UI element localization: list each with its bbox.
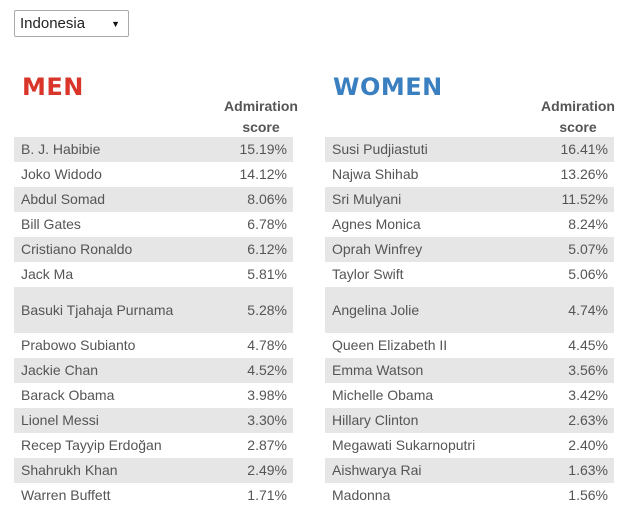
table-row: Emma Watson 3.56% xyxy=(325,358,614,383)
person-name: Angelina Jolie xyxy=(325,287,541,333)
table-row: Agnes Monica 8.24% xyxy=(325,212,614,237)
admiration-score: 16.41% xyxy=(541,137,614,162)
table-row: Madonna 1.56% xyxy=(325,483,614,508)
person-name: Najwa Shihab xyxy=(332,166,419,182)
table-row: Recep Tayyip Erdoğan 2.87% xyxy=(14,433,293,458)
table-row: Angelina Jolie 4.74% xyxy=(325,287,614,333)
admiration-score: 4.74% xyxy=(541,287,614,333)
table-row: Hillary Clinton 2.63% xyxy=(325,408,614,433)
admiration-score: 2.40% xyxy=(568,437,608,453)
table-row: Barack Obama 3.98% xyxy=(14,383,293,408)
women-score-header: Admiration score xyxy=(541,98,615,135)
admiration-score: 11.52% xyxy=(541,187,614,212)
table-row: Michelle Obama 3.42% xyxy=(325,383,614,408)
admiration-score: 4.45% xyxy=(568,337,608,353)
person-name: Aishwarya Rai xyxy=(325,458,541,483)
person-name: Emma Watson xyxy=(325,358,541,383)
women-heading: WOMEN xyxy=(333,73,443,101)
men-heading: MEN xyxy=(22,73,84,101)
table-row: Prabowo Subianto 4.78% xyxy=(14,333,293,358)
table-row: Abdul Somad 8.06% xyxy=(14,187,293,212)
admiration-score: 5.07% xyxy=(541,237,614,262)
table-row: Susi Pudjiastuti 16.41% xyxy=(325,137,614,162)
admiration-score: 5.06% xyxy=(568,266,608,282)
table-row: Oprah Winfrey 5.07% xyxy=(325,237,614,262)
table-row: Shahrukh Khan 2.49% xyxy=(14,458,293,483)
admiration-score: 14.12% xyxy=(239,166,287,182)
person-name: Warren Buffett xyxy=(21,487,111,503)
person-name: Lionel Messi xyxy=(14,408,220,433)
table-row: Jackie Chan 4.52% xyxy=(14,358,293,383)
admiration-score: 3.42% xyxy=(568,387,608,403)
table-row: Queen Elizabeth II 4.45% xyxy=(325,333,614,358)
admiration-score: 6.12% xyxy=(220,237,293,262)
admiration-score: 3.56% xyxy=(541,358,614,383)
table-row: Lionel Messi 3.30% xyxy=(14,408,293,433)
admiration-score: 8.24% xyxy=(568,216,608,232)
admiration-score: 6.78% xyxy=(247,216,287,232)
person-name: Michelle Obama xyxy=(332,387,434,403)
country-select-value: Indonesia xyxy=(20,15,86,32)
person-name: Barack Obama xyxy=(21,387,115,403)
person-name: Agnes Monica xyxy=(332,216,421,232)
admiration-score: 1.63% xyxy=(541,458,614,483)
person-name: Susi Pudjiastuti xyxy=(325,137,541,162)
person-name: Taylor Swift xyxy=(332,266,404,282)
admiration-score: 15.19% xyxy=(220,137,293,162)
admiration-score: 3.30% xyxy=(220,408,293,433)
person-name: Bill Gates xyxy=(21,216,81,232)
person-name: Jackie Chan xyxy=(14,358,220,383)
admiration-score: 2.49% xyxy=(220,458,293,483)
person-name: B. J. Habibie xyxy=(14,137,220,162)
table-row: Basuki Tjahaja Purnama 5.28% xyxy=(14,287,293,333)
table-row: Najwa Shihab 13.26% xyxy=(325,162,614,187)
table-row: Megawati Sukarnoputri 2.40% xyxy=(325,433,614,458)
person-name: Abdul Somad xyxy=(14,187,220,212)
table-row: Aishwarya Rai 1.63% xyxy=(325,458,614,483)
table-row: Warren Buffett 1.71% xyxy=(14,483,293,508)
person-name: Basuki Tjahaja Purnama xyxy=(14,287,220,333)
caret-down-icon: ▼ xyxy=(111,18,120,29)
person-name: Shahrukh Khan xyxy=(14,458,220,483)
table-row: Bill Gates 6.78% xyxy=(14,212,293,237)
table-row: Taylor Swift 5.06% xyxy=(325,262,614,287)
admiration-score: 5.28% xyxy=(220,287,293,333)
person-name: Joko Widodo xyxy=(21,166,102,182)
table-row: Cristiano Ronaldo 6.12% xyxy=(14,237,293,262)
women-table: Susi Pudjiastuti 16.41% Najwa Shihab 13.26%… xyxy=(325,137,614,508)
admiration-score: 1.56% xyxy=(568,487,608,503)
table-row: Jack Ma 5.81% xyxy=(14,262,293,287)
admiration-score: 3.98% xyxy=(247,387,287,403)
person-name: Jack Ma xyxy=(21,266,74,282)
admiration-score: 5.81% xyxy=(247,266,287,282)
admiration-score: 1.71% xyxy=(247,487,287,503)
men-table: B. J. Habibie 15.19% Joko Widodo 14.12% Abdu… xyxy=(14,137,293,508)
admiration-score: 2.87% xyxy=(247,437,287,453)
men-score-header: Admiration score xyxy=(224,98,298,135)
person-name: Recep Tayyip Erdoğan xyxy=(21,437,162,453)
person-name: Oprah Winfrey xyxy=(325,237,541,262)
table-row: B. J. Habibie 15.19% xyxy=(14,137,293,162)
country-select[interactable]: Indonesia ▼ xyxy=(14,10,129,37)
person-name: Hillary Clinton xyxy=(325,408,541,433)
admiration-score: 2.63% xyxy=(541,408,614,433)
table-row: Sri Mulyani 11.52% xyxy=(325,187,614,212)
person-name: Cristiano Ronaldo xyxy=(14,237,220,262)
admiration-score: 13.26% xyxy=(560,166,608,182)
admiration-score: 8.06% xyxy=(220,187,293,212)
person-name: Prabowo Subianto xyxy=(21,337,136,353)
person-name: Sri Mulyani xyxy=(325,187,541,212)
table-row: Joko Widodo 14.12% xyxy=(14,162,293,187)
person-name: Madonna xyxy=(332,487,391,503)
person-name: Queen Elizabeth II xyxy=(332,337,448,353)
admiration-score: 4.78% xyxy=(247,337,287,353)
person-name: Megawati Sukarnoputri xyxy=(332,437,476,453)
admiration-score: 4.52% xyxy=(220,358,293,383)
